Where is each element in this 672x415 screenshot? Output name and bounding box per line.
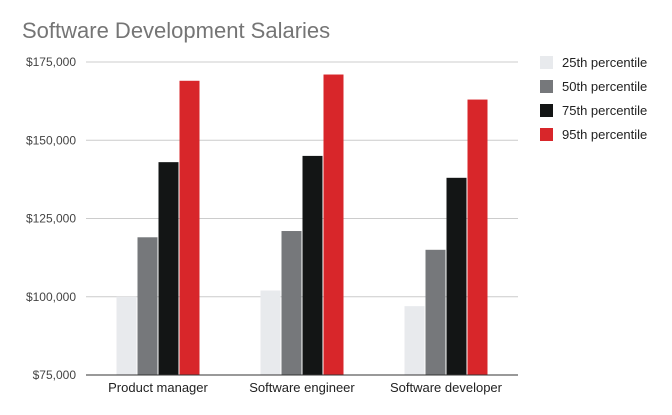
- bar: [260, 290, 281, 375]
- bar: [446, 177, 467, 375]
- legend-swatch: [540, 128, 553, 141]
- x-category-label: Product manager: [108, 380, 208, 395]
- bar: [425, 249, 446, 375]
- bar: [179, 80, 200, 375]
- legend-swatch: [540, 56, 553, 69]
- bar: [323, 74, 344, 376]
- bar: [302, 155, 323, 375]
- y-tick-label: $125,000: [26, 212, 76, 226]
- legend-label: 25th percentile: [562, 55, 647, 70]
- legend-swatch: [540, 80, 553, 93]
- y-tick-label: $150,000: [26, 133, 76, 147]
- legend: 25th percentile 50th percentile 75th perce…: [540, 55, 647, 142]
- x-category-label: Software engineer: [249, 380, 355, 395]
- x-category-label: Software developer: [390, 380, 503, 395]
- chart-title: Software Development Salaries: [22, 18, 330, 43]
- y-tick-label: $75,000: [33, 368, 77, 382]
- legend-swatch: [540, 104, 553, 117]
- bar: [281, 231, 302, 375]
- bar: [158, 162, 179, 375]
- legend-label: 50th percentile: [562, 79, 647, 94]
- legend-label: 75th percentile: [562, 103, 647, 118]
- bar: [467, 99, 488, 375]
- y-tick-label: $100,000: [26, 290, 76, 304]
- bar: [137, 237, 158, 375]
- bars-layer: [116, 74, 488, 376]
- y-tick-label: $175,000: [26, 55, 76, 69]
- legend-label: 95th percentile: [562, 127, 647, 142]
- bar: [116, 296, 137, 375]
- bar: [404, 306, 425, 375]
- axis-layer: $75,000 $100,000 $125,000 $150,000 $175,000 P…: [26, 55, 518, 395]
